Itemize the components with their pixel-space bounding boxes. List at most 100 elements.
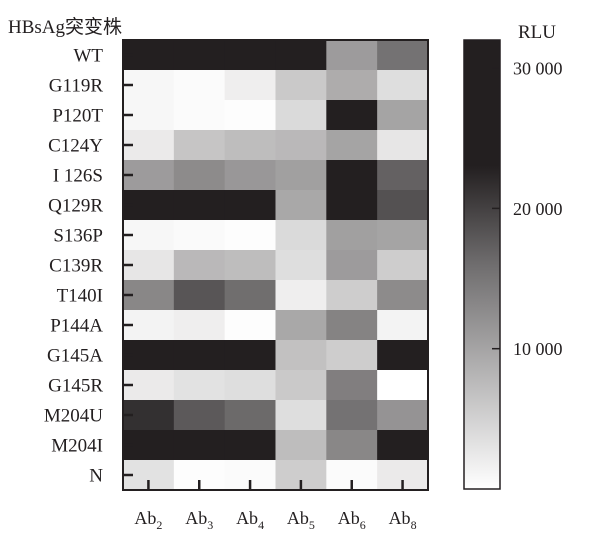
heatmap-cell	[173, 190, 226, 221]
heatmap-cell	[224, 70, 277, 101]
heatmap-cell	[326, 250, 378, 281]
heatmap-cell	[326, 340, 378, 371]
column-label-base: Ab	[236, 508, 258, 528]
heatmap-cell	[275, 100, 327, 131]
column-label-subscript: 2	[156, 518, 162, 532]
heatmap-cell	[173, 220, 226, 251]
row-label: P144A	[50, 316, 103, 337]
row-label: G145A	[47, 346, 103, 367]
column-label: Ab4	[236, 508, 264, 532]
row-labels: WT G119R P120T C124Y I 126S Q129R S136P C139R T1…	[44, 46, 104, 487]
heatmap-cell	[326, 130, 378, 161]
colorbar-label: RLU	[518, 22, 556, 43]
heatmap-cells	[123, 40, 429, 491]
heatmap-cell	[377, 130, 429, 161]
colorbar	[463, 39, 501, 490]
colorbar-tick-label: 20 000	[513, 199, 563, 219]
heatmap-cell	[275, 160, 327, 191]
heatmap-cell	[224, 250, 277, 281]
heatmap-cell	[224, 370, 277, 401]
heatmap-cell	[224, 280, 277, 311]
heatmap-cell	[275, 310, 327, 341]
heatmap-cell	[377, 310, 429, 341]
heatmap-cell	[326, 100, 378, 131]
heatmap-cell	[377, 370, 429, 401]
heatmap-cell	[173, 310, 226, 341]
column-label-base: Ab	[287, 508, 309, 528]
heatmap-cell	[377, 160, 429, 191]
row-label: S136P	[53, 226, 103, 247]
heatmap-cell	[173, 280, 226, 311]
chart-title: HBsAg突变株	[8, 16, 122, 38]
heatmap-cell	[377, 100, 429, 131]
heatmap-cell	[275, 130, 327, 161]
heatmap-cell	[377, 250, 429, 281]
heatmap-cell	[275, 280, 327, 311]
heatmap-cell	[224, 40, 277, 71]
heatmap-cell	[326, 70, 378, 101]
heatmap-cell	[377, 40, 429, 71]
heatmap-cell	[275, 400, 327, 431]
heatmap-cell	[173, 370, 226, 401]
heatmap-cell	[326, 280, 378, 311]
row-ticks	[124, 53, 133, 477]
row-label: WT	[73, 46, 103, 67]
column-labels: Ab2 Ab3 Ab4 Ab5 Ab6 Ab8	[134, 508, 416, 532]
heatmap-cell	[326, 190, 378, 221]
heatmap-cell	[326, 310, 378, 341]
column-label-subscript: 5	[309, 518, 315, 532]
row-label: G119R	[49, 76, 104, 97]
heatmap-frame	[122, 39, 429, 491]
heatmap-cell	[173, 160, 226, 191]
heatmap-cell	[224, 430, 277, 461]
column-label-base: Ab	[185, 508, 207, 528]
heatmap-cell	[173, 70, 226, 101]
heatmap-cell	[275, 250, 327, 281]
heatmap-cell	[224, 130, 277, 161]
colorbar-tick-label: 10 000	[513, 339, 563, 359]
heatmap-cell	[173, 250, 226, 281]
column-label-subscript: 3	[207, 518, 213, 532]
heatmap-cell	[326, 40, 378, 71]
heatmap-cell	[224, 310, 277, 341]
heatmap-cell	[173, 100, 226, 131]
heatmap-cell	[224, 220, 277, 251]
column-ticks	[147, 480, 404, 489]
heatmap-cell	[377, 400, 429, 431]
row-label: M204U	[44, 406, 103, 427]
column-label: Ab2	[134, 508, 162, 532]
heatmap-cell	[275, 430, 327, 461]
heatmap-cell	[224, 340, 277, 371]
column-label-base: Ab	[338, 508, 360, 528]
heatmap-cell	[377, 220, 429, 251]
heatmap-cell	[275, 370, 327, 401]
heatmap-cell	[326, 160, 378, 191]
heatmap-cell	[377, 280, 429, 311]
heatmap-cell	[275, 190, 327, 221]
heatmap-cell	[275, 340, 327, 371]
heatmap-cell	[326, 400, 378, 431]
column-label-subscript: 8	[411, 518, 417, 532]
column-label: Ab3	[185, 508, 213, 532]
heatmap-cell	[326, 220, 378, 251]
heatmap-cell	[377, 70, 429, 101]
heatmap-cell	[224, 400, 277, 431]
heatmap-cell	[173, 340, 226, 371]
row-label: N	[89, 466, 103, 487]
row-label: P120T	[52, 106, 103, 127]
column-label-subscript: 6	[360, 518, 366, 532]
colorbar-tick-label: 30 000	[513, 59, 563, 79]
heatmap-cell	[275, 220, 327, 251]
heatmap-cell	[275, 70, 327, 101]
heatmap-cell	[377, 190, 429, 221]
row-label: Q129R	[48, 196, 103, 217]
colorbar-ticks: 10 000 20 000 30 000	[492, 59, 563, 359]
row-label: C139R	[49, 256, 103, 277]
row-label: M204I	[51, 436, 103, 457]
column-label-subscript: 4	[258, 518, 264, 532]
column-label: Ab5	[287, 508, 315, 532]
column-label: Ab8	[389, 508, 417, 532]
heatmap-cell	[326, 370, 378, 401]
heatmap-cell	[224, 160, 277, 191]
